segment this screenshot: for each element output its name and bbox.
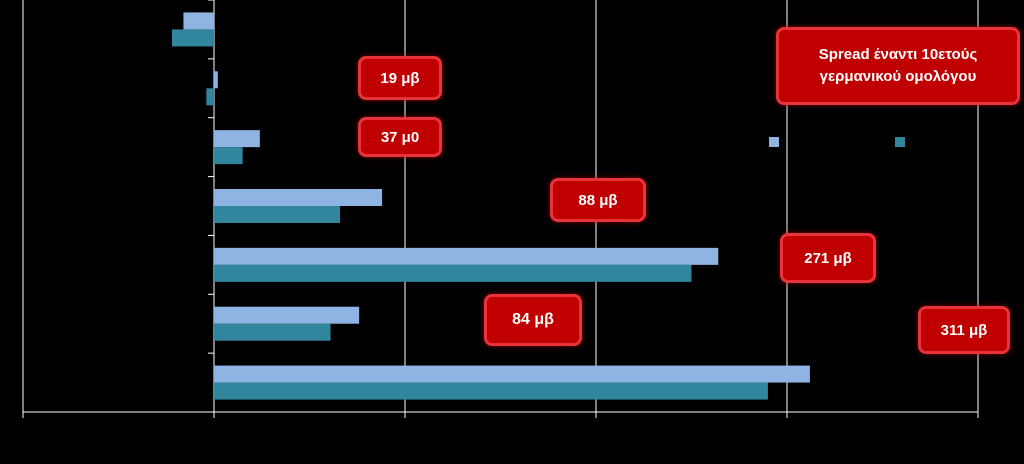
bar-s1-c2 bbox=[214, 147, 243, 165]
annotation-84-text: 84 μβ bbox=[512, 311, 554, 328]
legend-marker-1 bbox=[895, 137, 905, 147]
bar-s0-c2 bbox=[214, 130, 260, 148]
annotation-88: 88 μβ bbox=[550, 178, 646, 222]
bar-s1-c6 bbox=[214, 382, 768, 400]
bar-s1-c1 bbox=[206, 88, 214, 106]
bar-s0-c6 bbox=[214, 365, 810, 383]
annotation-19-text: 19 μβ bbox=[380, 69, 420, 87]
annotation-84: 84 μβ bbox=[484, 294, 582, 346]
annotation-311-text: 311 μβ bbox=[940, 321, 988, 339]
bar-s0-c4 bbox=[214, 247, 719, 265]
bar-s0-c0 bbox=[183, 12, 214, 30]
annotation-271: 271 μβ bbox=[780, 233, 876, 283]
spread-title-text: Spread έναντι 10ετούς γερμανικού ομολόγο… bbox=[818, 46, 978, 85]
annotation-37: 37 μ0 bbox=[358, 117, 442, 157]
legend-marker-0 bbox=[769, 137, 779, 147]
bar-s1-c5 bbox=[214, 323, 331, 341]
bar-s0-c1 bbox=[214, 71, 218, 89]
bar-s0-c3 bbox=[214, 189, 383, 206]
annotation-spread-title: Spread έναντι 10ετούς γερμανικού ομολόγο… bbox=[776, 27, 1020, 105]
annotation-37-text: 37 μ0 bbox=[380, 128, 420, 146]
annotation-19: 19 μβ bbox=[358, 56, 442, 100]
bar-s1-c3 bbox=[214, 206, 341, 223]
annotation-88-text: 88 μβ bbox=[578, 191, 618, 209]
bar-s1-c4 bbox=[214, 264, 692, 282]
annotation-271-text: 271 μβ bbox=[804, 249, 852, 267]
annotation-311: 311 μβ bbox=[918, 306, 1010, 354]
bar-s0-c5 bbox=[214, 306, 360, 324]
bar-s1-c0 bbox=[171, 29, 214, 47]
